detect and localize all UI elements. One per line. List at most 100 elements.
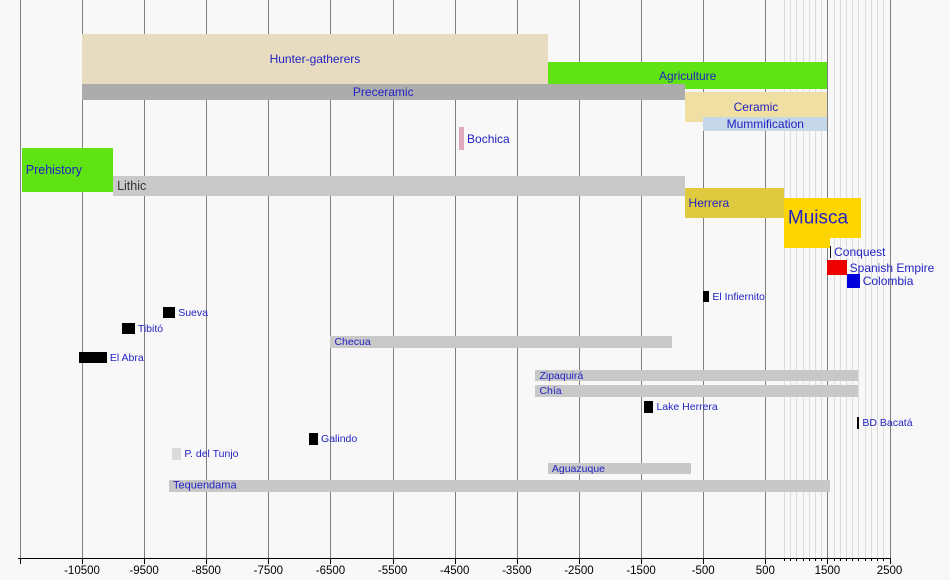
colombia-label[interactable]: Colombia (862, 274, 914, 288)
muisca-bar-bar (783, 238, 830, 248)
minor-gridline (877, 0, 879, 558)
major-gridline (516, 0, 518, 558)
major-gridline (268, 0, 270, 558)
bochica-label[interactable]: Bochica (467, 131, 510, 146)
minor-gridline (833, 0, 835, 558)
p-del-tunjo-bar (172, 448, 182, 460)
conquest-label[interactable]: Conquest (834, 245, 886, 259)
hunter-gatherers-label[interactable]: Hunter-gatherers (269, 52, 361, 66)
mummification-bar (703, 117, 828, 131)
axis-minor-tick (821, 558, 823, 561)
axis-major-tick (454, 558, 456, 564)
axis-minor-tick (783, 558, 785, 561)
tibito-bar (122, 323, 135, 334)
axis-major-tick (268, 558, 270, 564)
major-gridline (765, 0, 767, 558)
axis-minor-tick (870, 558, 872, 561)
spanish-empire-bar (827, 260, 847, 275)
minor-gridline (870, 0, 872, 558)
axis-tick-label: -9500 (129, 565, 159, 577)
axis-tick-label: -1500 (626, 565, 656, 577)
el-abra-label[interactable]: El Abra (109, 351, 144, 364)
herrera-label[interactable]: Herrera (688, 196, 730, 210)
el-abra-bar (78, 352, 107, 363)
prehistory-bar (21, 148, 114, 192)
zipaquira-bar (535, 370, 859, 381)
minor-gridline (796, 0, 798, 558)
major-gridline (641, 0, 643, 558)
major-gridline (330, 0, 332, 558)
muisca-label[interactable]: Muisca (787, 207, 849, 229)
mummification-label[interactable]: Mummification (726, 117, 804, 131)
minor-gridline (808, 0, 810, 558)
axis-major-tick (827, 558, 829, 564)
axis-tick-label: -7500 (253, 565, 284, 577)
major-gridline (703, 0, 705, 558)
el-infiernito-label[interactable]: El Infiernito (712, 290, 765, 303)
axis-minor-tick (802, 558, 804, 561)
zipaquira-label[interactable]: Zipaquirá (539, 369, 584, 382)
chia-bar (535, 385, 859, 397)
axis-tick-label: 2500 (876, 565, 903, 577)
axis-major-tick (19, 558, 21, 564)
axis-tick-label: 1500 (814, 565, 841, 577)
major-gridline (578, 0, 580, 558)
aguazuque-bar (547, 463, 691, 474)
minor-gridline (839, 0, 841, 558)
axis-tick-label: -10500 (64, 565, 100, 577)
lake-herrera-bar (644, 401, 654, 413)
axis-major-tick (206, 558, 208, 564)
checua-label[interactable]: Checua (334, 335, 371, 348)
chia-label[interactable]: Chía (539, 384, 562, 397)
el-infiernito-bar (703, 291, 710, 302)
major-gridline (206, 0, 208, 558)
axis-minor-tick (877, 558, 879, 561)
minor-gridline (783, 0, 785, 558)
ceramic-label[interactable]: Ceramic (733, 100, 779, 114)
minor-gridline (864, 0, 866, 558)
p-del-tunjo-label[interactable]: P. del Tunjo (184, 447, 239, 460)
axis-major-tick (144, 558, 146, 564)
tequendama-label[interactable]: Tequendama (172, 479, 237, 492)
lake-herrera-label[interactable]: Lake Herrera (656, 400, 718, 413)
axis-major-tick (330, 558, 332, 564)
spanish-empire-label[interactable]: Spanish Empire (849, 260, 935, 275)
galindo-bar (308, 433, 319, 445)
axis-minor-tick (790, 558, 792, 561)
galindo-label[interactable]: Galindo (321, 432, 358, 445)
axis-minor-tick (839, 558, 841, 561)
minor-gridline (790, 0, 792, 558)
major-gridline (454, 0, 456, 558)
bd-bacata-label[interactable]: BD Bacatá (862, 416, 913, 429)
axis-minor-tick (808, 558, 810, 561)
axis-major-tick (889, 558, 891, 564)
aguazuque-label[interactable]: Aguazuque (551, 462, 606, 475)
herrera-bar (684, 188, 784, 218)
bochica-bar (459, 127, 465, 150)
axis-major-tick (82, 558, 83, 564)
axis-minor-tick (883, 558, 885, 561)
major-gridline (144, 0, 146, 558)
prehistory-label[interactable]: Prehistory (25, 162, 83, 177)
conquest-bar (829, 246, 832, 258)
axis-tick-label: -6500 (315, 565, 346, 577)
minor-gridline (814, 0, 816, 558)
axis-minor-tick (814, 558, 816, 561)
axis-baseline (18, 558, 890, 559)
axis-tick-label: -8500 (191, 565, 221, 577)
axis-minor-tick (852, 558, 854, 561)
agriculture-label[interactable]: Agriculture (658, 68, 717, 83)
preceramic-bar (82, 84, 685, 100)
axis-minor-tick (796, 558, 798, 561)
sueva-label[interactable]: Sueva (178, 306, 208, 319)
axis-tick-label: -2500 (564, 565, 594, 577)
tibito-label[interactable]: Tibitó (137, 322, 164, 335)
axis-tick-label: -5500 (377, 565, 408, 577)
axis-tick-label: -3500 (502, 565, 532, 577)
minor-gridline (883, 0, 885, 558)
axis-minor-tick (864, 558, 866, 561)
axis-major-tick (516, 558, 518, 564)
major-gridline (19, 0, 21, 558)
preceramic-label[interactable]: Preceramic (352, 85, 414, 99)
